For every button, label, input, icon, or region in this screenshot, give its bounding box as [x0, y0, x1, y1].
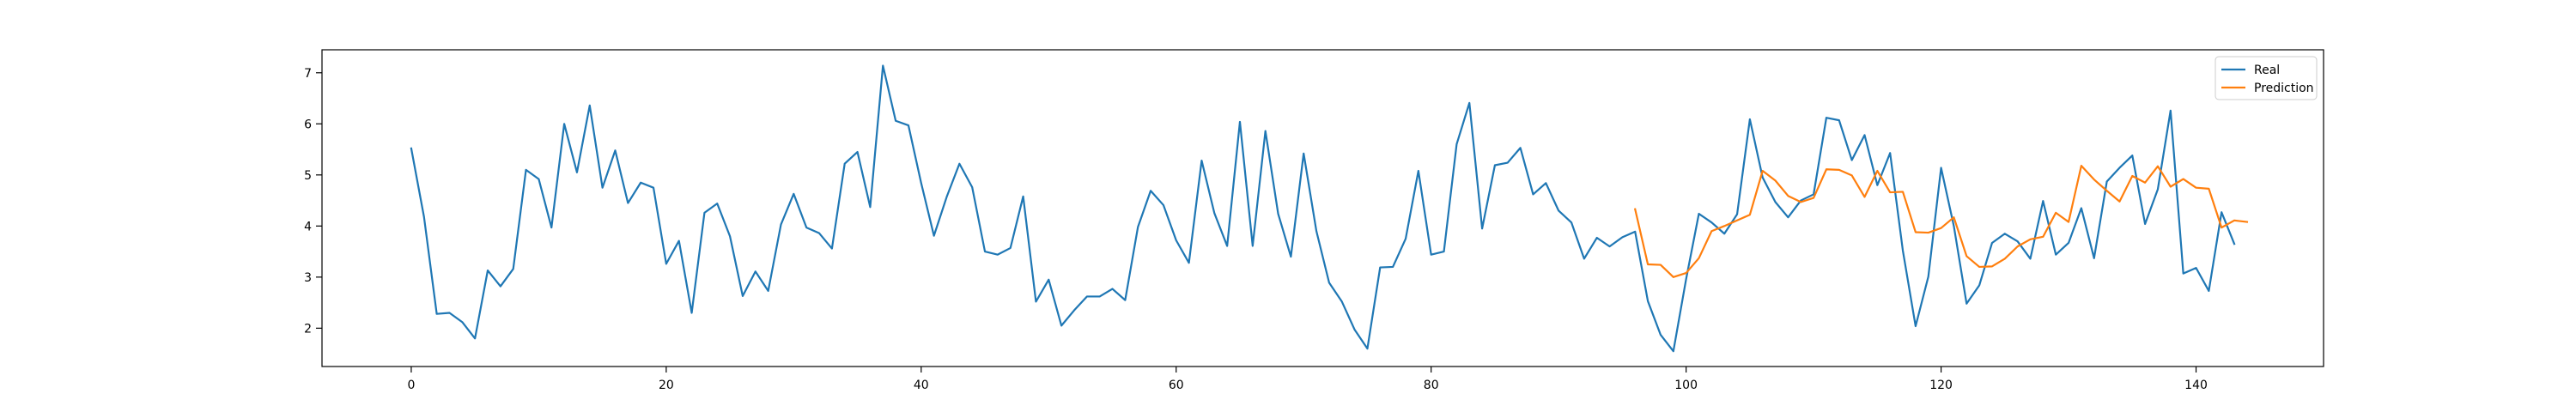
- x-tick-label: 80: [1424, 379, 1439, 392]
- legend-box: [2215, 56, 2318, 100]
- x-tick-label: 140: [2184, 379, 2208, 392]
- axes: 0 20 40 60 80 100 120 140 2 3 4 5 6 7: [304, 49, 2324, 392]
- y-tick-label: 4: [304, 220, 312, 233]
- legend: Real Prediction: [2215, 56, 2318, 100]
- x-tick-label: 60: [1169, 379, 1184, 392]
- series-line-prediction: [1633, 165, 2249, 278]
- y-tick-label: 7: [304, 67, 312, 81]
- y-tick-label: 5: [304, 169, 312, 183]
- plot-area: [410, 64, 2249, 353]
- x-tick-label: 40: [914, 379, 929, 392]
- y-tick-label: 3: [304, 271, 312, 285]
- series-line-real: [410, 64, 2236, 353]
- x-tick-label: 120: [1929, 379, 1953, 392]
- legend-label-prediction: Prediction: [2254, 82, 2314, 95]
- x-tick-label: 0: [407, 379, 415, 392]
- legend-label-real: Real: [2254, 64, 2280, 77]
- y-tick-label: 2: [304, 322, 312, 336]
- y-tick-label: 6: [304, 118, 312, 131]
- axes-frame: [321, 49, 2324, 367]
- x-tick-label: 20: [659, 379, 674, 392]
- x-tick-label: 100: [1674, 379, 1698, 392]
